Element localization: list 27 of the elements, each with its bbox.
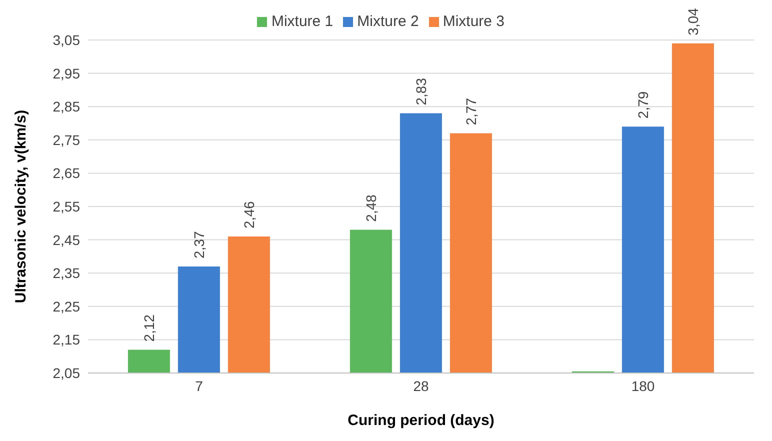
y-tick-label: 2,05 (52, 364, 80, 381)
y-tick-label: 2,65 (52, 165, 80, 182)
legend-label: Mixture 3 (442, 13, 505, 30)
data-label: 2,77 (462, 98, 479, 126)
y-tick-label: 2,15 (52, 332, 80, 348)
data-label: 2,46 (240, 201, 257, 228)
x-tick-label: 28 (413, 378, 429, 394)
y-tick-label: 3,05 (52, 32, 80, 48)
legend-label: Mixture 2 (357, 13, 419, 30)
x-axis-title: Curing period (days) (348, 412, 494, 429)
y-axis-title: Ultrasonic velocity, v(km/s) (12, 110, 30, 304)
x-tick-label: 7 (195, 378, 204, 394)
y-tick-label: 2,55 (52, 198, 80, 214)
legend-label: Mixture 1 (271, 13, 334, 30)
data-label: 2,79 (634, 91, 651, 119)
data-label: 2,12 (140, 314, 157, 342)
y-tick-label: 2,35 (52, 265, 80, 282)
data-label: 3,04 (684, 8, 701, 36)
y-tick-label: 2,45 (52, 232, 80, 248)
data-label: 2,48 (362, 194, 379, 222)
y-tick-label: 2,75 (52, 132, 80, 148)
y-tick-label: 2,85 (52, 98, 80, 115)
x-tick-label: 180 (631, 378, 655, 394)
data-label: 2,83 (412, 78, 429, 106)
y-tick-label: 2,25 (52, 298, 80, 314)
y-tick-label: 2,95 (52, 65, 80, 82)
data-label: 2,37 (190, 230, 207, 258)
